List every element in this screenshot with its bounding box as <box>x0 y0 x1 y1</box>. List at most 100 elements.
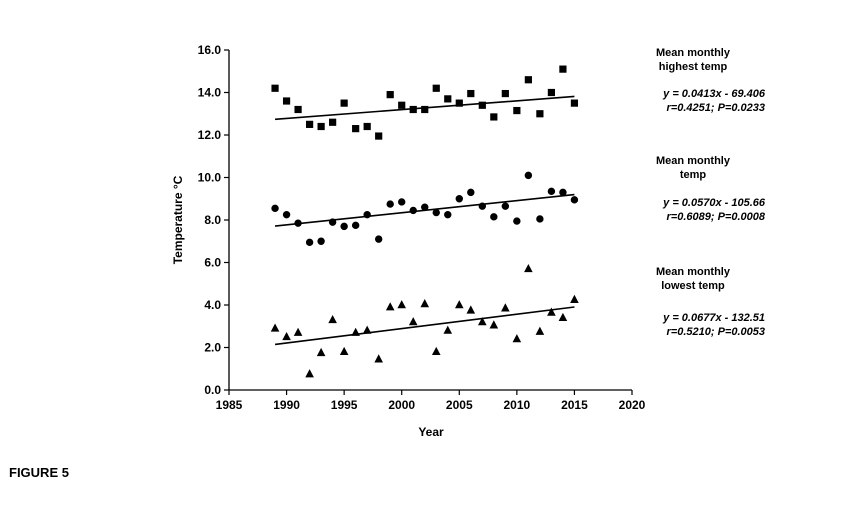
data-point-circle <box>536 215 544 223</box>
data-point-circle <box>363 210 371 219</box>
y-tick-label: 4.0 <box>204 298 221 312</box>
data-point-circle <box>409 206 417 215</box>
x-tick-label: 2015 <box>561 398 588 412</box>
data-point-circle <box>501 202 510 210</box>
data-point-triangle <box>316 347 326 357</box>
y-tick-label: 14.0 <box>198 86 222 100</box>
data-point-circle <box>547 187 556 196</box>
x-tick-label: 2005 <box>446 398 473 412</box>
series-name-label: temp <box>680 169 707 181</box>
series-stats: r=0.4251; P=0.0233 <box>667 102 765 114</box>
data-point-circle <box>351 221 360 230</box>
series-name-label: Mean monthly <box>656 47 731 59</box>
data-point-triangle <box>305 369 314 378</box>
data-point-square <box>547 88 555 97</box>
data-point-triangle <box>328 314 337 324</box>
data-point-triangle <box>512 334 522 343</box>
chart-axes: 0.0 2.0 4.0 6.0 8.0 10.0 12.0 14.0 16.0 1985 1990 1… <box>198 43 646 412</box>
x-tick-label: 1985 <box>216 398 243 412</box>
data-point-triangle <box>293 327 303 336</box>
data-point-triangle <box>270 323 280 332</box>
data-point-circle <box>432 208 440 217</box>
data-point-circle <box>524 171 533 180</box>
data-point-triangle <box>570 294 579 303</box>
data-point-square <box>501 89 509 98</box>
data-point-triangle <box>454 300 464 309</box>
data-point-circle <box>340 222 348 231</box>
y-axis-title: Temperature °C <box>171 175 185 264</box>
data-point-triangle <box>431 346 441 356</box>
data-point-circle <box>317 237 325 245</box>
data-point-circle <box>386 200 394 208</box>
data-point-circle <box>490 213 498 221</box>
data-point-triangle <box>397 300 407 309</box>
series-stats: r=0.5210; P=0.0053 <box>667 326 765 338</box>
data-point-circle <box>559 188 567 197</box>
data-point-circle <box>455 195 463 203</box>
chart-marks <box>270 65 579 378</box>
series-name-label: Mean monthly <box>656 266 731 278</box>
series-name-label: Mean monthly <box>656 155 731 167</box>
x-tick-label: 2010 <box>504 398 531 412</box>
data-point-square <box>513 106 521 115</box>
data-point-triangle <box>443 325 453 334</box>
data-point-square <box>421 105 429 114</box>
data-point-circle <box>328 218 337 226</box>
series-name-label: lowest temp <box>661 280 725 292</box>
y-tick-label: 2.0 <box>204 341 221 355</box>
x-tick-label: 2000 <box>388 398 415 412</box>
data-point-triangle <box>466 305 476 314</box>
data-point-triangle <box>374 354 383 363</box>
x-tick-label: 1990 <box>273 398 300 412</box>
data-point-triangle <box>282 331 291 341</box>
data-point-circle <box>294 219 302 227</box>
series-square <box>271 65 579 140</box>
x-axis-title: Year <box>418 425 444 439</box>
data-point-triangle <box>524 263 533 273</box>
data-point-square <box>306 120 314 128</box>
data-point-triangle <box>339 346 349 356</box>
figure-caption: FIGURE 5 <box>9 465 69 480</box>
data-point-square <box>524 76 532 84</box>
data-point-square <box>570 99 579 107</box>
data-point-triangle <box>547 307 556 316</box>
data-point-circle <box>478 202 487 210</box>
data-point-circle <box>421 203 429 211</box>
x-tick-label: 2020 <box>619 398 646 412</box>
data-point-square <box>478 101 486 109</box>
data-point-square <box>432 84 440 92</box>
data-point-triangle <box>489 320 499 329</box>
series-stats: r=0.6089; P=0.0008 <box>667 211 766 223</box>
data-point-circle <box>467 188 475 197</box>
data-point-triangle <box>558 312 568 322</box>
data-point-square <box>467 89 475 98</box>
data-point-square <box>317 122 325 131</box>
y-tick-label: 12.0 <box>198 128 222 142</box>
data-point-square <box>490 113 498 121</box>
data-point-square <box>294 105 302 114</box>
data-point-square <box>375 132 383 140</box>
series-equation: y = 0.0677x - 132.51 <box>662 312 765 324</box>
data-point-circle <box>444 210 452 219</box>
data-point-square <box>455 99 463 107</box>
data-point-square <box>398 101 406 109</box>
series-equation: y = 0.0413x - 69.406 <box>662 88 766 100</box>
data-point-square <box>386 91 394 99</box>
y-tick-label: 6.0 <box>204 256 221 270</box>
chart-labels: Year Temperature °C Mean monthly highest … <box>171 47 766 439</box>
data-point-triangle <box>420 299 430 308</box>
data-point-square <box>363 122 371 131</box>
data-point-circle <box>271 204 279 213</box>
data-point-triangle <box>501 303 510 312</box>
data-point-circle <box>513 217 521 225</box>
x-tick-label: 1995 <box>331 398 358 412</box>
data-point-triangle <box>478 317 487 326</box>
y-tick-label: 8.0 <box>204 213 221 227</box>
data-point-square <box>271 84 279 92</box>
data-point-square <box>352 125 360 133</box>
data-point-circle <box>374 235 383 243</box>
trendline-triangle <box>274 306 575 346</box>
data-point-triangle <box>362 325 372 334</box>
series-circle <box>271 171 579 247</box>
